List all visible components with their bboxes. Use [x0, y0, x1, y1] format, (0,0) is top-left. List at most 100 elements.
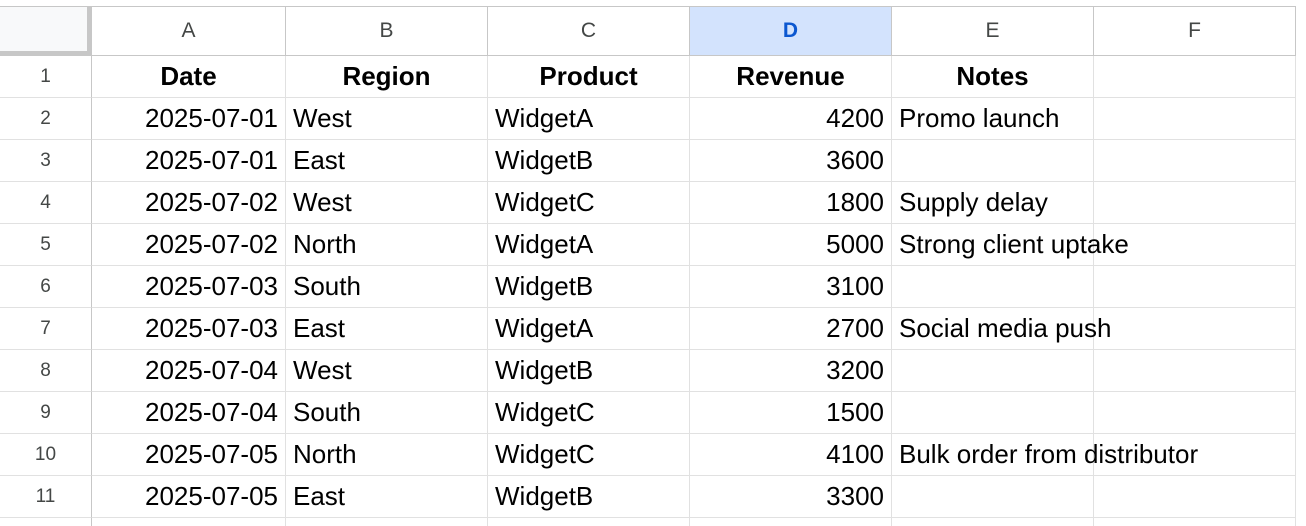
cell-region[interactable]: North: [286, 224, 488, 266]
cell-date[interactable]: 2025-07-02: [92, 182, 286, 224]
select-all-corner[interactable]: [0, 7, 92, 56]
cell-date[interactable]: 2025-07-02: [92, 224, 286, 266]
cell-notes[interactable]: Bulk order from distributor: [892, 434, 1198, 476]
cell-region[interactable]: South: [286, 392, 488, 434]
cell-date-text: Date: [160, 61, 217, 91]
column-header-f[interactable]: F: [1094, 7, 1296, 56]
row-header[interactable]: 8: [0, 350, 92, 392]
cell-notes[interactable]: Strong client uptake: [892, 224, 1129, 266]
cell-notes[interactable]: Promo launch: [892, 98, 1094, 140]
cell-date[interactable]: 2025-07-04: [92, 350, 286, 392]
cell-revenue[interactable]: 3100: [690, 266, 892, 308]
row-header[interactable]: 9: [0, 392, 92, 434]
cell-date[interactable]: 2025-07-01: [92, 98, 286, 140]
cell-product-text: WidgetC: [495, 439, 595, 469]
cell-product[interactable]: [488, 518, 690, 526]
cell-region[interactable]: West: [286, 182, 488, 224]
column-header-d[interactable]: D: [690, 7, 892, 56]
row-header[interactable]: 3: [0, 140, 92, 182]
cell-revenue[interactable]: 1500: [690, 392, 892, 434]
cell-f[interactable]: [1094, 518, 1296, 526]
cell-revenue[interactable]: 3600: [690, 140, 892, 182]
cell-region[interactable]: East: [286, 140, 488, 182]
cell-notes[interactable]: [892, 140, 1094, 182]
cell-date[interactable]: 2025-07-05: [92, 476, 286, 518]
row-header[interactable]: [0, 518, 92, 526]
cell-revenue[interactable]: 1800: [690, 182, 892, 224]
cell-notes[interactable]: [892, 350, 1094, 392]
column-header-b[interactable]: B: [286, 7, 488, 56]
cell-revenue[interactable]: 5000: [690, 224, 892, 266]
column-header-e[interactable]: E: [892, 7, 1094, 56]
cell-f[interactable]: [1094, 434, 1296, 476]
cell-f[interactable]: [1094, 182, 1296, 224]
row-header[interactable]: 7: [0, 308, 92, 350]
cell-date-text: 2025-07-01: [145, 103, 278, 133]
row-header[interactable]: 4: [0, 182, 92, 224]
cell-f[interactable]: [1094, 224, 1296, 266]
cell-notes[interactable]: [892, 518, 1094, 526]
cell-region[interactable]: [286, 518, 488, 526]
cell-revenue[interactable]: 2700: [690, 308, 892, 350]
cell-f[interactable]: [1094, 56, 1296, 98]
cell-revenue[interactable]: 3200: [690, 350, 892, 392]
cell-notes[interactable]: [892, 266, 1094, 308]
cell-date[interactable]: 2025-07-03: [92, 266, 286, 308]
cell-date[interactable]: 2025-07-01: [92, 140, 286, 182]
cell-product[interactable]: WidgetB: [488, 266, 690, 308]
cell-region[interactable]: Region: [286, 56, 488, 98]
cell-revenue[interactable]: 4100: [690, 434, 892, 476]
cell-product-text: WidgetA: [495, 229, 594, 259]
cell-product[interactable]: WidgetA: [488, 224, 690, 266]
cell-region[interactable]: East: [286, 476, 488, 518]
cell-f[interactable]: [1094, 476, 1296, 518]
cell-f[interactable]: [1094, 308, 1296, 350]
cell-region[interactable]: South: [286, 266, 488, 308]
cell-revenue-text: 1500: [826, 397, 884, 427]
row-header[interactable]: 10: [0, 434, 92, 476]
cell-f[interactable]: [1094, 98, 1296, 140]
row-header[interactable]: 2: [0, 98, 92, 140]
cell-product[interactable]: WidgetC: [488, 392, 690, 434]
row-header[interactable]: 11: [0, 476, 92, 518]
cell-date[interactable]: [92, 518, 286, 526]
cell-f[interactable]: [1094, 392, 1296, 434]
cell-product[interactable]: WidgetC: [488, 434, 690, 476]
row-header[interactable]: 5: [0, 224, 92, 266]
column-header-c[interactable]: C: [488, 7, 690, 56]
cell-product[interactable]: WidgetB: [488, 140, 690, 182]
cell-f[interactable]: [1094, 266, 1296, 308]
cell-date-text: 2025-07-04: [145, 397, 278, 427]
cell-date[interactable]: 2025-07-05: [92, 434, 286, 476]
cell-date-text: 2025-07-04: [145, 355, 278, 385]
cell-region-text: East: [293, 145, 346, 175]
cell-revenue[interactable]: 3300: [690, 476, 892, 518]
cell-revenue[interactable]: [690, 518, 892, 526]
cell-notes[interactable]: Notes: [892, 56, 1094, 98]
cell-product[interactable]: WidgetA: [488, 98, 690, 140]
column-header-a[interactable]: A: [92, 7, 286, 56]
cell-region-text: South: [293, 397, 361, 427]
cell-notes[interactable]: [892, 392, 1094, 434]
cell-notes[interactable]: Social media push: [892, 308, 1111, 350]
cell-product[interactable]: WidgetB: [488, 476, 690, 518]
cell-region[interactable]: East: [286, 308, 488, 350]
row-header[interactable]: 1: [0, 56, 92, 98]
cell-revenue[interactable]: Revenue: [690, 56, 892, 98]
cell-region[interactable]: North: [286, 434, 488, 476]
row-header[interactable]: 6: [0, 266, 92, 308]
cell-product[interactable]: Product: [488, 56, 690, 98]
cell-date[interactable]: 2025-07-04: [92, 392, 286, 434]
cell-date[interactable]: 2025-07-03: [92, 308, 286, 350]
cell-f[interactable]: [1094, 140, 1296, 182]
cell-product[interactable]: WidgetB: [488, 350, 690, 392]
cell-product[interactable]: WidgetC: [488, 182, 690, 224]
cell-revenue[interactable]: 4200: [690, 98, 892, 140]
cell-product[interactable]: WidgetA: [488, 308, 690, 350]
cell-date[interactable]: Date: [92, 56, 286, 98]
cell-notes[interactable]: [892, 476, 1094, 518]
cell-region[interactable]: West: [286, 98, 488, 140]
cell-region[interactable]: West: [286, 350, 488, 392]
cell-notes[interactable]: Supply delay: [892, 182, 1094, 224]
cell-f[interactable]: [1094, 350, 1296, 392]
